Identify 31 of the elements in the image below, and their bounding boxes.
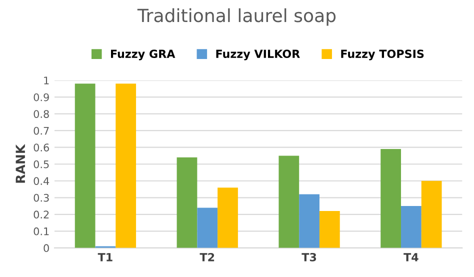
y-tick-label: 1 bbox=[44, 76, 49, 84]
bar bbox=[197, 208, 218, 248]
legend-label: Fuzzy TOPSIS bbox=[341, 50, 424, 60]
bar bbox=[218, 188, 238, 248]
y-tick-label: 0.4 bbox=[34, 177, 50, 185]
bar bbox=[380, 149, 402, 248]
x-tick-label: T4 bbox=[404, 253, 418, 262]
bar bbox=[421, 180, 442, 248]
legend-label: Fuzzy GRA bbox=[111, 50, 176, 60]
x-tick-label: T2 bbox=[200, 252, 214, 262]
bar bbox=[401, 206, 422, 248]
y-tick-label: 0.1 bbox=[34, 227, 49, 236]
y-tick-label: 0.7 bbox=[34, 126, 49, 135]
y-tick-label: 0.2 bbox=[34, 210, 49, 219]
bar bbox=[116, 84, 136, 248]
bar bbox=[176, 157, 198, 248]
bar bbox=[74, 84, 96, 248]
y-tick-label: 0.8 bbox=[34, 110, 49, 118]
legend-label: Fuzzy VILKOR bbox=[216, 50, 300, 60]
y-axis-title: RANK bbox=[16, 144, 25, 183]
x-tick-label: T1 bbox=[98, 253, 112, 262]
bar bbox=[299, 194, 320, 248]
x-tick-label: T3 bbox=[302, 252, 316, 262]
bar bbox=[278, 156, 300, 248]
y-tick-label: 0.5 bbox=[34, 160, 49, 168]
bar bbox=[319, 211, 340, 248]
chart-title: Traditional laurel soap bbox=[137, 8, 336, 26]
y-tick-label: 0.3 bbox=[34, 194, 49, 202]
y-tick-label: 0.9 bbox=[34, 93, 49, 102]
y-tick-label: 0 bbox=[44, 244, 49, 252]
y-tick-label: 0.6 bbox=[34, 144, 49, 152]
